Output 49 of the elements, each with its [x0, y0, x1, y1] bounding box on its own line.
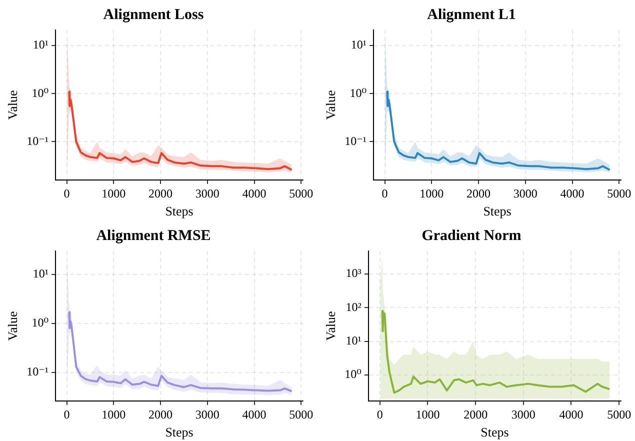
x-tick-label: 1000 [420, 186, 444, 200]
chart-title: Alignment L1 [427, 6, 516, 23]
x-axis-title: Steps [165, 424, 194, 440]
x-tick-label: 4000 [242, 407, 266, 422]
y-tick-label: 10¹ [32, 38, 49, 52]
y-tick-label: 10⁰ [350, 86, 367, 100]
x-tick-label: 4000 [560, 186, 584, 200]
x-tick-label: 2000 [148, 186, 173, 200]
y-axis-title: Value [323, 90, 338, 120]
x-tick-label: 5000 [289, 186, 314, 200]
x-tick-label: 3000 [511, 407, 536, 422]
y-tick-label: 10⁻¹ [344, 134, 367, 148]
x-tick-label: 4000 [242, 186, 266, 200]
x-tick-label: 4000 [559, 407, 584, 422]
chart-title: Gradient Norm [422, 228, 522, 244]
x-tick-label: 3000 [195, 407, 220, 422]
x-tick-label: 5000 [607, 186, 632, 200]
x-tick-label: 5000 [289, 407, 314, 422]
x-axis-title: Steps [480, 424, 509, 440]
y-tick-label: 10¹ [346, 334, 362, 348]
x-tick-label: 0 [64, 186, 70, 200]
y-tick-label: 10⁻¹ [26, 134, 49, 148]
x-tick-label: 0 [376, 407, 383, 422]
y-tick-label: 10² [346, 300, 362, 314]
x-tick-label: 2000 [148, 407, 173, 422]
chart-title: Alignment Loss [103, 6, 204, 23]
y-tick-label: 10¹ [32, 266, 49, 281]
x-tick-label: 1000 [416, 407, 440, 422]
x-tick-label: 0 [382, 186, 388, 200]
y-axis-title: Value [5, 90, 20, 120]
y-tick-label: 10⁰ [32, 86, 49, 100]
x-tick-label: 1000 [102, 186, 126, 200]
y-tick-label: 10⁰ [32, 316, 49, 330]
y-tick-label: 10³ [346, 266, 362, 280]
y-tick-label: 10⁻¹ [26, 364, 49, 378]
x-axis-title: Steps [165, 204, 194, 219]
y-tick-label: 10⁰ [344, 367, 362, 382]
x-tick-label: 2000 [464, 407, 488, 422]
y-axis-title: Value [323, 310, 338, 341]
x-tick-label: 1000 [102, 407, 126, 422]
x-tick-label: 5000 [607, 407, 632, 422]
x-axis-title: Steps [483, 204, 512, 219]
x-tick-label: 3000 [513, 186, 538, 200]
y-axis-title: Value [5, 310, 20, 341]
x-tick-label: 3000 [195, 186, 220, 200]
chart-title: Alignment RMSE [96, 228, 211, 244]
x-tick-label: 0 [64, 407, 70, 422]
y-tick-label: 10¹ [350, 38, 367, 52]
x-tick-label: 2000 [466, 186, 491, 200]
